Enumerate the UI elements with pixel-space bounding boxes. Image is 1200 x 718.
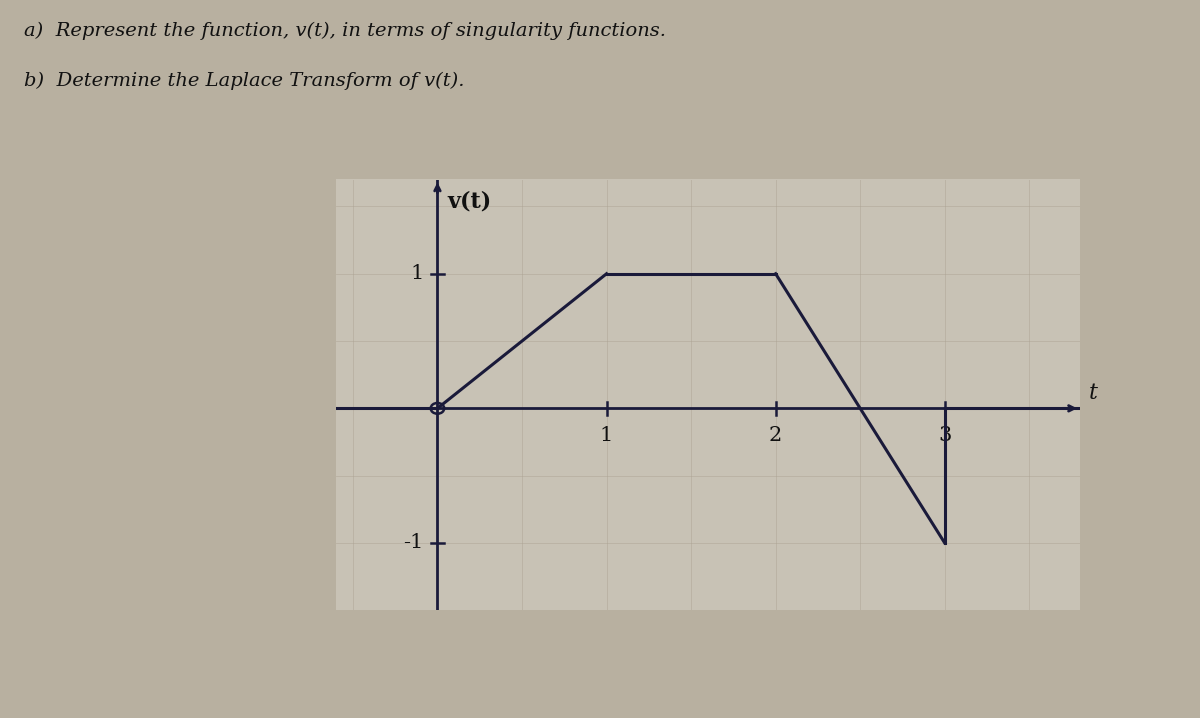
Text: a)  Represent the function, v(t), in terms of singularity functions.: a) Represent the function, v(t), in term… [24, 22, 666, 39]
Text: 1: 1 [600, 426, 613, 445]
Text: v(t): v(t) [448, 190, 492, 213]
Text: -1: -1 [403, 533, 424, 552]
Text: 2: 2 [769, 426, 782, 445]
Text: 1: 1 [410, 264, 424, 283]
Text: t: t [1088, 382, 1098, 404]
Text: b)  Determine the Laplace Transform of v(t).: b) Determine the Laplace Transform of v(… [24, 72, 464, 90]
Text: 3: 3 [938, 426, 952, 445]
